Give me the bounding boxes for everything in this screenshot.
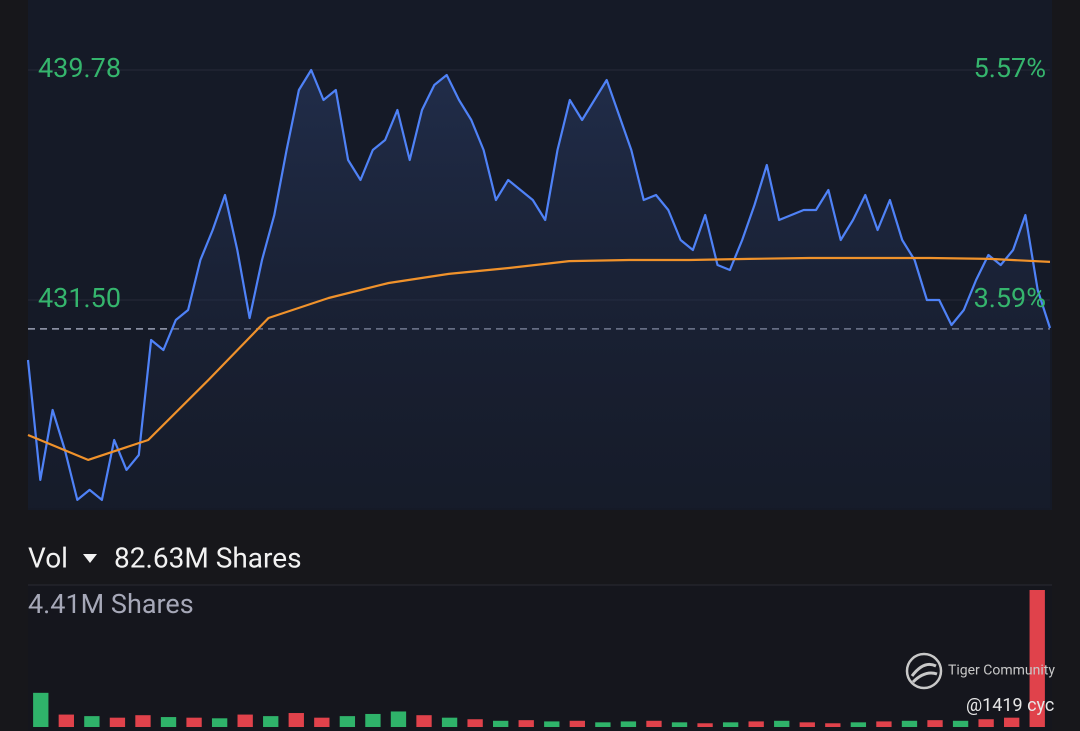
- volume-bar: [544, 721, 560, 727]
- average-line: [27, 256, 1051, 461]
- dropdown-arrow[interactable]: [83, 554, 97, 563]
- volume-bar: [493, 720, 509, 727]
- volume-bar: [595, 722, 611, 727]
- volume-bar: [314, 717, 330, 727]
- volume-pane: [28, 585, 1052, 731]
- volume-bar: [901, 720, 918, 727]
- y-tick-label: 439.78: [38, 52, 121, 84]
- volume-total: 82.63M Shares: [114, 541, 302, 574]
- volume-bar: [467, 719, 483, 727]
- volume-bar: [186, 717, 202, 727]
- volume-bar: [109, 717, 126, 727]
- brand: Tiger Community: [948, 663, 1055, 679]
- volume-bar: [978, 719, 994, 727]
- volume-bar: [365, 713, 381, 727]
- volume-bar: [697, 723, 713, 727]
- volume-bar: [1004, 717, 1020, 727]
- volume-tick-label: 4.41M Shares: [28, 588, 194, 620]
- volume-bar: [518, 720, 534, 727]
- volume-bar: [135, 715, 151, 727]
- volume-bar: [799, 722, 815, 727]
- user: @1419 cyc: [966, 695, 1054, 716]
- volume-bar: [84, 716, 100, 727]
- marks: 439.78 431.50 5.57% 3.59% 4.41M Shares: [26, 52, 1052, 727]
- volume-bar: [825, 723, 841, 727]
- volume-bar: [237, 714, 253, 727]
- volume-bar: [748, 721, 764, 727]
- volume-bar: [774, 720, 790, 727]
- volume-bar: [58, 714, 74, 727]
- volume-bar: [876, 721, 892, 727]
- volume-bar: [1029, 590, 1045, 727]
- volume-bar: [441, 717, 458, 727]
- volume-bar: [722, 722, 739, 727]
- volume-bar: [288, 713, 304, 727]
- volume-bar: [33, 692, 49, 727]
- price-area: [28, 70, 1050, 508]
- y-tick-label: 431.50: [38, 282, 121, 314]
- volume-bar: [952, 720, 969, 727]
- volume-bar: [416, 715, 432, 727]
- volume-bar: [211, 718, 228, 727]
- volume-bar: [927, 720, 943, 727]
- volume-bar: [671, 722, 688, 727]
- volume-bar: [646, 720, 662, 727]
- volume-bar: [850, 722, 867, 727]
- volume-bar: [620, 721, 637, 727]
- volume-bar: [263, 716, 279, 727]
- y2-tick-label: 3.59%: [974, 282, 1046, 314]
- price-line: [26, 68, 1052, 501]
- volume-bar: [160, 717, 177, 727]
- volume-bar: [569, 720, 585, 727]
- volume-bar: [339, 716, 356, 727]
- y2-tick-label: 5.57%: [974, 52, 1046, 84]
- volume-label: Vol: [28, 541, 68, 574]
- logo: [905, 652, 943, 690]
- volume-bar: [390, 711, 407, 727]
